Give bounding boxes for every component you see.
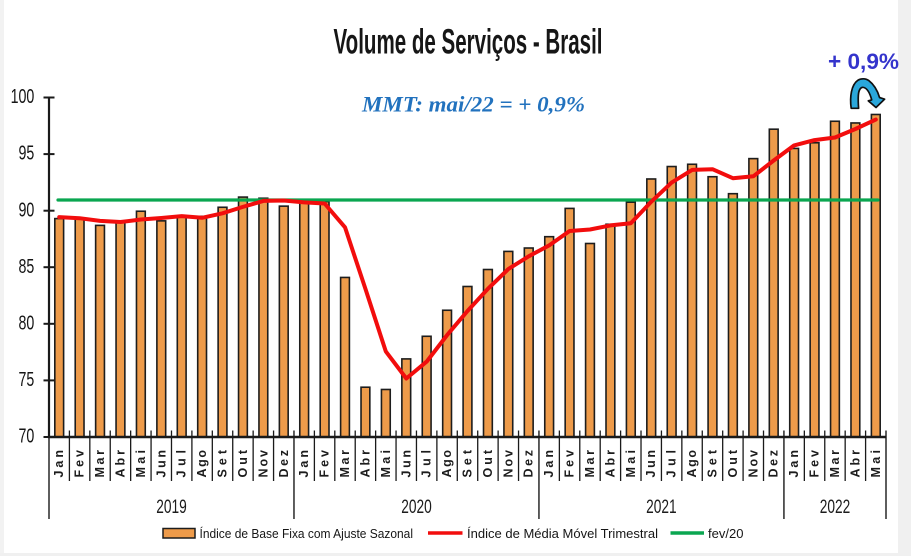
svg-text:Abr: Abr — [114, 450, 128, 478]
svg-text:Jan: Jan — [542, 450, 556, 478]
svg-text:Nov: Nov — [746, 450, 760, 478]
svg-text:85: 85 — [19, 256, 35, 278]
svg-text:Ago: Ago — [440, 450, 454, 478]
svg-text:Índice de Base Fixa com Ajuste: Índice de Base Fixa com Ajuste Sazonal — [200, 526, 414, 541]
svg-text:70: 70 — [19, 426, 35, 448]
svg-text:Jun: Jun — [644, 450, 658, 478]
svg-text:Nov: Nov — [256, 450, 270, 478]
svg-text:Mar: Mar — [828, 450, 842, 478]
svg-text:MMT: mai/22 = + 0,9%: MMT: mai/22 = + 0,9% — [361, 92, 585, 117]
svg-text:2020: 2020 — [401, 497, 432, 518]
svg-text:Ago: Ago — [685, 450, 699, 478]
svg-text:Abr: Abr — [603, 450, 617, 478]
svg-text:Mar: Mar — [93, 450, 107, 478]
svg-text:95: 95 — [19, 143, 35, 165]
svg-text:Mai: Mai — [379, 450, 393, 478]
svg-text:Mar: Mar — [338, 450, 352, 478]
svg-text:Set: Set — [461, 449, 475, 477]
svg-text:Nov: Nov — [501, 450, 515, 478]
svg-text:Fev: Fev — [318, 450, 332, 478]
svg-text:Dez: Dez — [522, 450, 536, 478]
svg-text:2022: 2022 — [820, 497, 851, 518]
svg-text:Jan: Jan — [297, 450, 311, 478]
svg-text:Jul: Jul — [420, 450, 434, 478]
svg-text:Jan: Jan — [787, 450, 801, 478]
svg-text:2019: 2019 — [156, 497, 187, 518]
svg-text:Jun: Jun — [154, 450, 168, 478]
svg-text:Jul: Jul — [665, 450, 679, 478]
svg-text:Mar: Mar — [583, 450, 597, 478]
svg-text:Dez: Dez — [277, 450, 291, 478]
svg-text:Out: Out — [726, 449, 740, 477]
svg-text:Mai: Mai — [134, 450, 148, 478]
svg-text:Abr: Abr — [358, 450, 372, 478]
svg-text:100: 100 — [11, 86, 35, 108]
svg-text:Jul: Jul — [175, 450, 189, 478]
svg-text:Set: Set — [706, 449, 720, 477]
svg-text:Índice de Média Móvel Trimestr: Índice de Média Móvel Trimestral — [467, 526, 658, 541]
svg-text:Out: Out — [481, 449, 495, 477]
svg-text:Out: Out — [236, 449, 250, 477]
svg-text:Set: Set — [216, 449, 230, 477]
svg-text:Volume de Serviços - Brasil: Volume de Serviços - Brasil — [334, 22, 603, 61]
svg-text:75: 75 — [19, 369, 35, 391]
svg-text:90: 90 — [19, 199, 35, 221]
svg-text:2021: 2021 — [646, 497, 677, 518]
svg-text:Dez: Dez — [767, 450, 781, 478]
svg-text:fev/20: fev/20 — [708, 526, 744, 541]
svg-text:Jan: Jan — [52, 450, 66, 478]
svg-text:Jun: Jun — [399, 450, 413, 478]
svg-text:Ago: Ago — [195, 450, 209, 478]
svg-text:Mai: Mai — [624, 450, 638, 478]
svg-text:Mai: Mai — [869, 450, 883, 478]
svg-text:Fev: Fev — [563, 450, 577, 478]
svg-text:Fev: Fev — [808, 450, 822, 478]
svg-text:80: 80 — [19, 312, 35, 334]
svg-text:+ 0,9%: + 0,9% — [828, 49, 899, 74]
svg-text:Fev: Fev — [73, 450, 87, 478]
svg-text:Abr: Abr — [848, 450, 862, 478]
